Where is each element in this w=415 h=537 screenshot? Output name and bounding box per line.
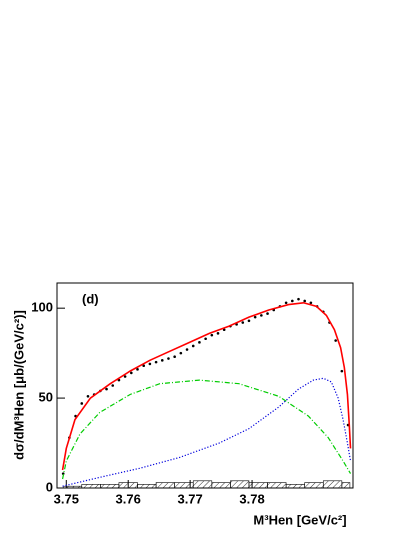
data-point <box>160 359 164 362</box>
data-point <box>210 333 214 337</box>
annotation: (d) <box>82 291 99 306</box>
data-point <box>105 387 108 391</box>
background-bin <box>81 484 101 489</box>
data-point <box>130 371 133 375</box>
data-point <box>191 344 195 348</box>
data-point <box>142 364 145 368</box>
x-tick-label: 3.76 <box>116 491 141 506</box>
x-tick-label: 3.78 <box>239 491 264 506</box>
fit-curve <box>62 377 352 487</box>
background-bin <box>211 482 231 489</box>
y-tick-label: 50 <box>39 390 53 405</box>
data-point <box>167 357 170 360</box>
fit-curve <box>61 379 352 480</box>
data-point <box>340 369 344 373</box>
background-bin <box>285 484 305 489</box>
data-point <box>241 321 245 324</box>
y-axis-label: dσ/dM³Hen [μb/(GeV/c²)] <box>11 310 26 460</box>
data-point <box>198 341 201 344</box>
data-point <box>179 351 183 355</box>
data-point <box>297 297 300 301</box>
data-point <box>86 394 90 398</box>
data-point <box>309 301 313 305</box>
data-point <box>204 337 207 341</box>
data-point <box>154 360 158 364</box>
data-point <box>80 402 84 405</box>
background-bin <box>192 480 213 489</box>
data-point <box>284 301 288 305</box>
data-point <box>247 319 251 323</box>
background-bin <box>267 482 287 489</box>
background-bin <box>137 484 157 489</box>
background-bin <box>230 480 250 489</box>
plot-frame <box>56 282 354 489</box>
x-tick-label: 3.77 <box>177 491 202 506</box>
x-axis-label: M³Hen [GeV/c²] <box>253 512 346 527</box>
data-point <box>266 312 269 315</box>
data-point <box>216 332 220 335</box>
data-point <box>111 384 115 387</box>
data-point <box>123 375 127 378</box>
data-point <box>260 314 263 317</box>
data-point <box>303 299 306 303</box>
y-tick-label: 100 <box>31 300 53 315</box>
data-point <box>334 339 337 342</box>
background-bin <box>322 480 343 489</box>
background-bin <box>304 482 324 489</box>
fit-curve <box>61 301 352 471</box>
data-point <box>185 348 189 351</box>
x-tick-label: 3.75 <box>54 491 79 506</box>
background-bin <box>100 484 120 489</box>
background-bin <box>341 482 351 489</box>
data-point <box>173 355 176 359</box>
y-tick-label: 0 <box>46 479 53 494</box>
data-point <box>136 368 139 371</box>
data-point <box>222 328 226 332</box>
background-bin <box>155 482 175 489</box>
data-point <box>148 362 152 366</box>
data-point <box>253 315 257 319</box>
data-point <box>291 299 294 303</box>
